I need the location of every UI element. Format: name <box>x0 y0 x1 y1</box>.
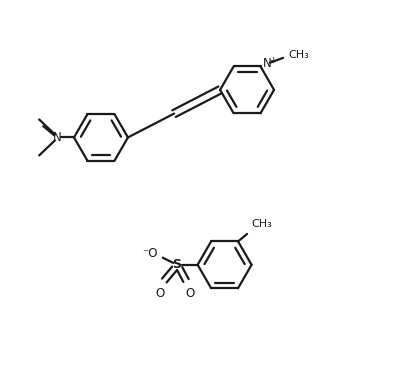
Text: O: O <box>185 287 195 300</box>
Text: CH₃: CH₃ <box>251 220 272 229</box>
Text: N: N <box>263 57 272 70</box>
Text: S: S <box>173 258 182 271</box>
Text: O: O <box>155 287 164 300</box>
Text: CH₃: CH₃ <box>288 50 309 60</box>
Text: N: N <box>53 131 62 144</box>
Text: ⁻O: ⁻O <box>142 247 158 261</box>
Text: +: + <box>270 56 277 65</box>
